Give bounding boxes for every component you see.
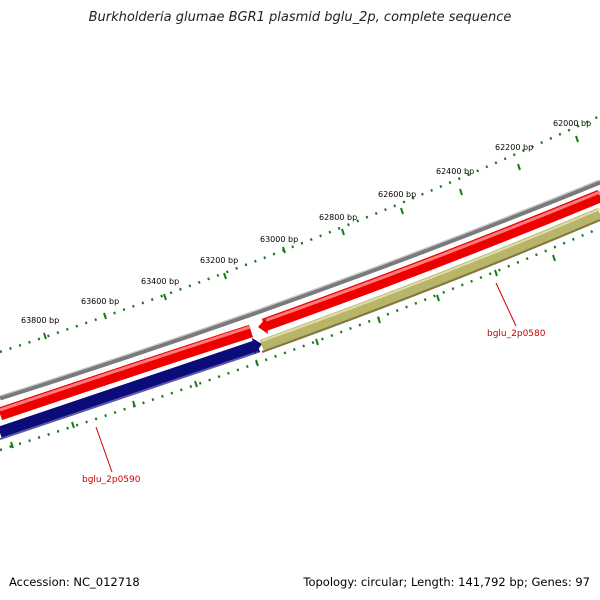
tick-label: 62000 bp bbox=[553, 119, 591, 128]
gene-bglu_2p0580-reverse-edge bbox=[261, 219, 600, 353]
major-tick bbox=[163, 293, 167, 301]
major-tick bbox=[255, 359, 259, 367]
major-tick bbox=[223, 272, 227, 280]
tick-label: 62800 bp bbox=[319, 213, 357, 222]
major-tick bbox=[103, 312, 107, 320]
major-tick bbox=[43, 332, 47, 340]
major-tick bbox=[132, 400, 136, 408]
gene-bglu_2p0590-forward bbox=[0, 324, 253, 421]
major-tick bbox=[282, 246, 286, 254]
outer-tick-track bbox=[0, 114, 600, 354]
tick-label: 63200 bp bbox=[200, 256, 238, 265]
gene-bglu_2p0580-reverse bbox=[259, 208, 600, 353]
major-tick bbox=[377, 316, 381, 324]
gene-label-bglu_2p0590[interactable]: bglu_2p0590 bbox=[82, 475, 141, 485]
major-tick bbox=[517, 163, 521, 171]
tick-label: 62400 bp bbox=[436, 167, 474, 176]
major-tick bbox=[575, 135, 579, 143]
tick-labels: 62000 bp 62200 bp 62400 bp 62600 bp 6280… bbox=[21, 119, 591, 325]
gene-bglu_2p0580-forward-highlight bbox=[263, 190, 600, 323]
gene-bglu_2p0590-forward-highlight bbox=[0, 325, 251, 412]
map-title: Burkholderia glumae BGR1 plasmid bglu_2p… bbox=[88, 10, 512, 25]
accession-text: Accession: NC_012718 bbox=[9, 575, 140, 589]
inner-tick-track bbox=[0, 226, 600, 452]
major-tick bbox=[494, 269, 498, 277]
tick-label: 62600 bp bbox=[378, 190, 416, 199]
major-tick bbox=[10, 441, 14, 449]
callout-line-bglu_2p0590 bbox=[95, 426, 113, 473]
gene-bglu_2p0590-reverse bbox=[0, 339, 261, 440]
tick-label: 63000 bp bbox=[260, 235, 298, 244]
gene-bglu_2p0580-forward bbox=[261, 189, 600, 332]
outer-major-ticks bbox=[43, 135, 579, 340]
major-tick bbox=[436, 294, 440, 302]
reverse-arrowhead bbox=[252, 338, 262, 354]
backbone-highlight bbox=[0, 179, 600, 397]
tick-label: 63400 bp bbox=[141, 277, 179, 286]
major-tick bbox=[194, 380, 198, 388]
major-tick bbox=[459, 188, 463, 196]
major-tick bbox=[315, 338, 319, 346]
tick-label: 63600 bp bbox=[81, 297, 119, 306]
major-tick bbox=[400, 207, 404, 215]
forward-arrowhead bbox=[258, 318, 268, 334]
summary-text: Topology: circular; Length: 141,792 bp; … bbox=[303, 575, 590, 589]
tick-label: 62200 bp bbox=[495, 143, 533, 152]
callout-line-bglu_2p0580 bbox=[495, 282, 517, 327]
tick-label: 63800 bp bbox=[21, 316, 59, 325]
backbone-track bbox=[0, 179, 600, 401]
major-tick bbox=[341, 228, 345, 236]
inner-major-ticks bbox=[10, 254, 556, 449]
gene-bglu_2p0580-reverse-highlight bbox=[261, 208, 600, 342]
gene-label-bglu_2p0580[interactable]: bglu_2p0580 bbox=[487, 329, 546, 339]
major-tick bbox=[71, 421, 75, 429]
major-tick bbox=[552, 254, 556, 262]
gene-bglu_2p0590-reverse-shadow bbox=[0, 351, 259, 440]
